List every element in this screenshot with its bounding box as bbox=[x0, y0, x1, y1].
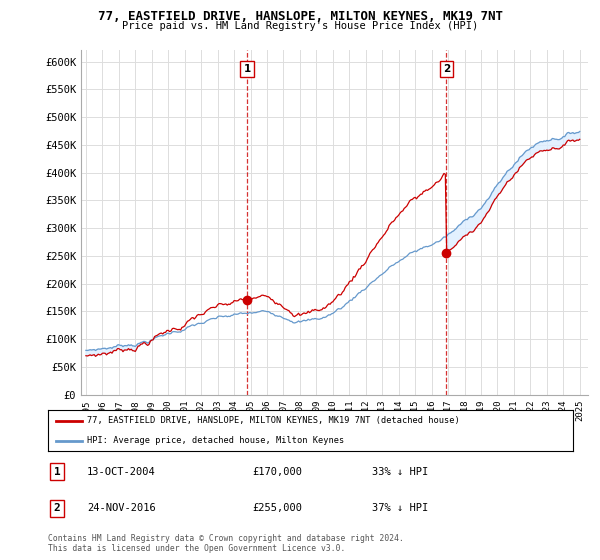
Text: 1: 1 bbox=[244, 64, 251, 74]
Text: 24-NOV-2016: 24-NOV-2016 bbox=[87, 503, 156, 513]
Text: 1: 1 bbox=[53, 467, 61, 477]
Text: 2: 2 bbox=[443, 64, 450, 74]
Text: Contains HM Land Registry data © Crown copyright and database right 2024.
This d: Contains HM Land Registry data © Crown c… bbox=[48, 534, 404, 553]
Text: £255,000: £255,000 bbox=[252, 503, 302, 513]
Text: 77, EASTFIELD DRIVE, HANSLOPE, MILTON KEYNES, MK19 7NT: 77, EASTFIELD DRIVE, HANSLOPE, MILTON KE… bbox=[97, 10, 503, 23]
Text: £170,000: £170,000 bbox=[252, 467, 302, 477]
Text: 37% ↓ HPI: 37% ↓ HPI bbox=[372, 503, 428, 513]
Text: 2: 2 bbox=[53, 503, 61, 513]
Text: Price paid vs. HM Land Registry's House Price Index (HPI): Price paid vs. HM Land Registry's House … bbox=[122, 21, 478, 31]
Text: 33% ↓ HPI: 33% ↓ HPI bbox=[372, 467, 428, 477]
Text: 77, EASTFIELD DRIVE, HANSLOPE, MILTON KEYNES, MK19 7NT (detached house): 77, EASTFIELD DRIVE, HANSLOPE, MILTON KE… bbox=[88, 416, 460, 425]
Text: HPI: Average price, detached house, Milton Keynes: HPI: Average price, detached house, Milt… bbox=[88, 436, 344, 445]
Text: 13-OCT-2004: 13-OCT-2004 bbox=[87, 467, 156, 477]
